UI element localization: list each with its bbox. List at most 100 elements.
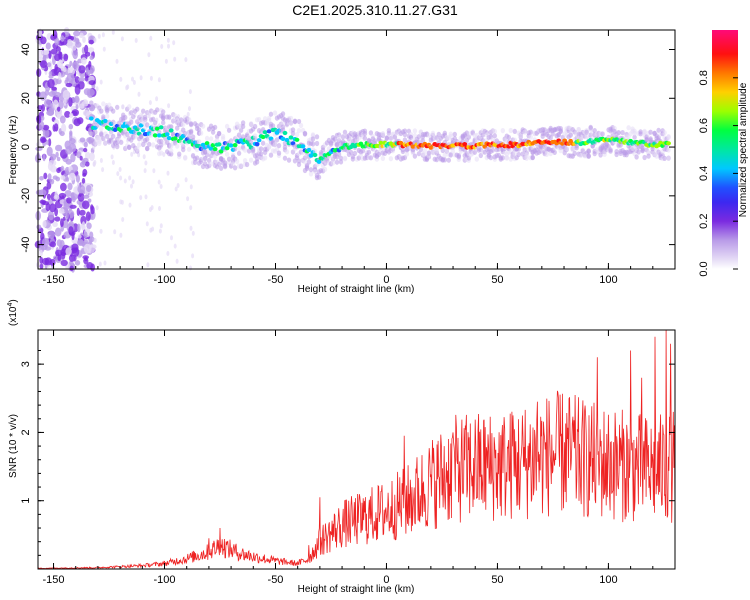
spectrogram-noise-cell [77, 234, 82, 239]
spectrogram-halo-cell [282, 155, 288, 161]
spectrogram-noise-cell [101, 167, 105, 173]
spectrogram-halo-cell [666, 134, 671, 140]
spectrogram-halo-cell [418, 146, 424, 153]
spectrogram-halo-cell [636, 149, 641, 155]
spectrogram-noise-cell [46, 193, 51, 200]
spectrogram-noise-cell [81, 200, 90, 210]
spectrogram-noise-cell [62, 89, 70, 100]
spectrogram-noise-cell [116, 171, 120, 177]
spectrogram-halo-cell [302, 155, 308, 161]
spectrogram-halo-cell [412, 128, 418, 134]
spectrogram-noise-cell [97, 91, 101, 96]
snr-panel: -150 -100 -50 0 50 100 1 2 3 Height of straight… [7, 299, 676, 595]
spectrogram-noise-cell [78, 77, 86, 82]
colorbar-tick-label: 0.4 [698, 166, 710, 181]
spectrogram-halo-cell [246, 148, 252, 154]
spectrogram-noise-cell [90, 204, 94, 211]
spectrogram-halo-cell [626, 125, 631, 131]
spectrogram-halo-cell [380, 155, 386, 161]
spectrogram-noise-cell [65, 210, 69, 220]
spectrogram-halo-cell [632, 128, 637, 134]
spectrogram-ridge-cell [88, 116, 94, 121]
spectrogram-ridge-cell [166, 136, 172, 141]
spectrogram-halo-cell [188, 128, 194, 134]
spectrogram-noise-cell [63, 97, 67, 106]
spectrogram-halo-cell [242, 147, 248, 153]
spectrogram-noise-cell [91, 84, 96, 89]
spectrogram-halo-cell [183, 130, 188, 137]
spectrogram-noise-cell [128, 202, 132, 208]
spectrogram-halo-cell [274, 137, 280, 143]
spectrogram-halo-cell [646, 153, 651, 159]
snr-series-line [37, 329, 676, 570]
spectrogram-noise-cell [79, 209, 86, 216]
spectrogram-halo-cell [522, 129, 527, 135]
spectrogram-noise-cell [144, 194, 148, 200]
spectrogram-halo-cell [212, 124, 218, 130]
spectrogram-noise-cell [69, 112, 74, 118]
spectrogram-halo-cell [272, 110, 278, 116]
spectrogram-noise-cell [44, 246, 52, 251]
spectrogram-frame [37, 29, 676, 270]
colorbar-tick-label: 0.8 [698, 70, 710, 85]
spectrogram-noise-cell [69, 60, 73, 67]
spectrogram-halo-cell [586, 148, 591, 155]
spectrogram-halo-cell [614, 151, 619, 158]
spectrogram-noise-cell [157, 179, 161, 185]
spectrogram-halo-cell [368, 155, 374, 161]
spectrogram-halo-cell [568, 132, 573, 138]
spectrogram-noise-cell [83, 231, 88, 239]
spectrogram-halo-cell [236, 132, 242, 138]
spectrogram-halo-cell [268, 152, 274, 158]
spectrogram-halo-cell [266, 143, 272, 149]
spectrogram-noise-cell [42, 128, 50, 139]
spectrogram-noise-cell [82, 172, 87, 177]
spectrogram-halo-cell [564, 146, 569, 152]
spectrogram-halo-cell [434, 148, 439, 154]
spectrogram-noise-cell [54, 63, 58, 72]
spectrogram-ridge-cell [294, 137, 300, 142]
spectrogram-halo-cell [181, 121, 186, 127]
spectrogram-ridge-cell [228, 143, 234, 148]
snr-scale-text: (x104) [7, 299, 19, 326]
spectrogram-noise-cell [57, 254, 62, 262]
spectrogram-noise-cell [166, 170, 170, 176]
spectrogram-ridge-cell [168, 128, 174, 133]
spectrogram-halo-cell [248, 121, 254, 127]
spectrogram-halo-cell [314, 140, 320, 147]
spectrogram-halo-cell [662, 155, 667, 161]
spectrogram-halo-cell [141, 141, 146, 148]
spectrogram-noise-cell [51, 86, 57, 91]
spectrogram-noise-cell [85, 151, 91, 160]
spectrogram-ridge-cell [666, 141, 671, 146]
spectrogram-ridge-cell [156, 133, 162, 138]
spectrogram-halo-cell [448, 152, 453, 158]
spectrogram-halo-cell [362, 131, 368, 137]
spectrogram-noise-cell [186, 196, 190, 202]
spectrogram-halo-cell [640, 147, 645, 153]
spectrogram-noise-cell [89, 55, 94, 60]
chart-title: C2E1.2025.310.11.27.G31 [292, 2, 458, 18]
spectrogram-noise-cell [54, 207, 58, 217]
spectrogram-halo-cell [232, 146, 238, 152]
spectrogram-noise-cell [52, 221, 58, 227]
spectrogram-noise-cell [125, 85, 129, 91]
spectrogram-halo-cell [402, 128, 408, 134]
spectrogram-ridge-cell [262, 130, 268, 135]
spectrogram-noise-cell [130, 151, 134, 157]
spectrogram-noise-cell [39, 60, 48, 68]
spectrogram-halo-cell [280, 111, 286, 117]
spectrogram-halo-cell [204, 152, 210, 158]
spectrogram-noise-cell [159, 184, 163, 189]
spectrogram-noise-cell [54, 37, 60, 46]
spectrogram-noise-cell [54, 91, 61, 98]
spectrogram-noise-cell [86, 185, 92, 192]
spectrogram-halo-cell [143, 114, 148, 120]
spectrogram-halo-cell [416, 151, 422, 157]
spectrogram-noise-cell [149, 75, 153, 81]
spectrogram-ridge-cell [462, 142, 468, 147]
spectrogram-halo-cell [552, 149, 557, 155]
spectrogram-halo-cell [436, 131, 441, 137]
spectrogram-halo-cell [528, 134, 533, 140]
snr-x-tick-label: -150 [43, 574, 65, 586]
